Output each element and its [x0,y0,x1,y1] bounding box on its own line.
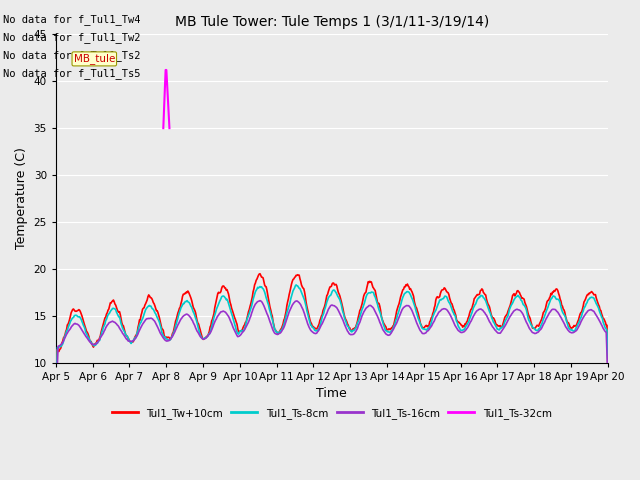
X-axis label: Time: Time [316,387,347,400]
Text: MB_tule: MB_tule [74,53,115,64]
Y-axis label: Temperature (C): Temperature (C) [15,147,28,250]
Text: No data for f_Tul1_Tw4: No data for f_Tul1_Tw4 [3,13,141,24]
Title: MB Tule Tower: Tule Temps 1 (3/1/11-3/19/14): MB Tule Tower: Tule Temps 1 (3/1/11-3/19… [175,15,489,29]
Text: No data for f_Tul1_Ts5: No data for f_Tul1_Ts5 [3,68,141,79]
Text: No data for f_Tul1_Tw2: No data for f_Tul1_Tw2 [3,32,141,43]
Text: No data for f_Tul1_Ts2: No data for f_Tul1_Ts2 [3,50,141,61]
Legend: Tul1_Tw+10cm, Tul1_Ts-8cm, Tul1_Ts-16cm, Tul1_Ts-32cm: Tul1_Tw+10cm, Tul1_Ts-8cm, Tul1_Ts-16cm,… [108,404,556,423]
